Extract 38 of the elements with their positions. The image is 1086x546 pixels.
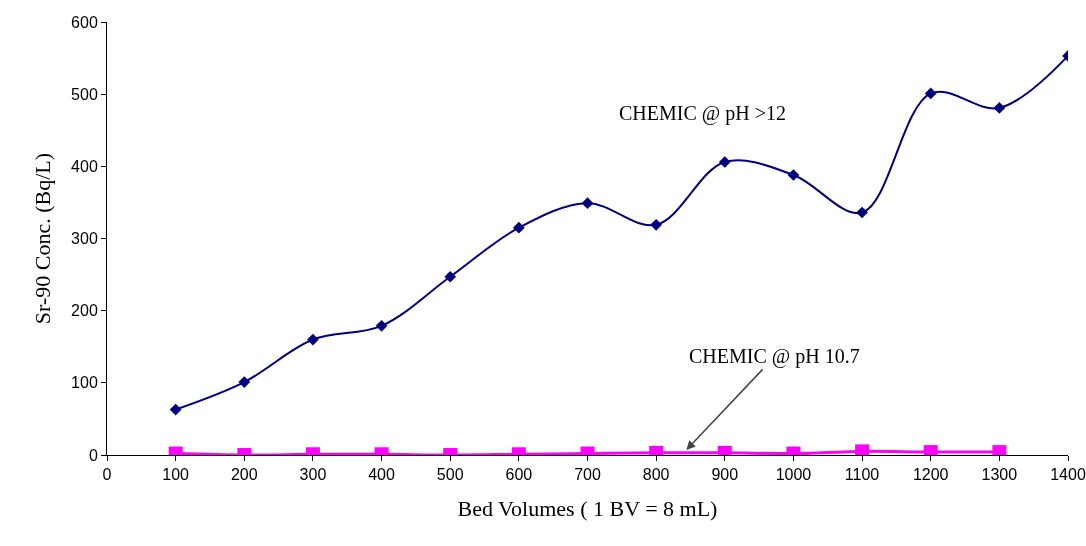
annotation: CHEMIC @ pH >12 (619, 102, 786, 125)
x-tick-label: 1000 (775, 466, 812, 484)
point (924, 87, 937, 100)
y-tick-label: 400 (71, 157, 98, 175)
x-tick-label: 500 (436, 466, 464, 484)
x-tick-label: 600 (505, 466, 533, 484)
x-tick-label: 200 (230, 466, 258, 484)
x-tick-label: 300 (299, 466, 327, 484)
x-tick-label: 400 (368, 466, 396, 484)
point (581, 197, 594, 209)
y-tick-label: 0 (88, 446, 98, 464)
x-tick-label: 0 (102, 466, 112, 484)
y-tick-label: 100 (71, 374, 98, 392)
point (513, 221, 525, 234)
point (650, 218, 662, 231)
point (856, 206, 868, 219)
y-tick-label: 600 (71, 13, 98, 31)
x-tick-label: 100 (162, 466, 190, 484)
y-tick-label: 500 (71, 85, 98, 103)
point (718, 156, 731, 168)
x-axis-title: Bed Volumes ( 1 BV = 8 mL) (457, 496, 718, 522)
point (238, 376, 251, 388)
y-tick-label: 200 (71, 302, 98, 320)
point (993, 102, 1006, 114)
point (307, 333, 319, 346)
x-tick-label: 900 (711, 466, 739, 484)
point (787, 169, 800, 181)
y-tick-label: 300 (71, 230, 98, 248)
x-tick-label: 1300 (981, 466, 1018, 484)
x-tick-label: 1400 (1050, 466, 1086, 484)
x-tick-label: 700 (574, 466, 601, 484)
annotation: CHEMIC @ pH 10.7 (689, 345, 860, 368)
y-axis-title: Sr-90 Conc. (Bq/L) (29, 152, 55, 325)
x-tick-label: 1100 (844, 466, 880, 484)
x-tick-label: 800 (642, 466, 670, 484)
point (375, 319, 388, 332)
point (444, 270, 457, 283)
x-tick-label: 1200 (912, 466, 949, 484)
